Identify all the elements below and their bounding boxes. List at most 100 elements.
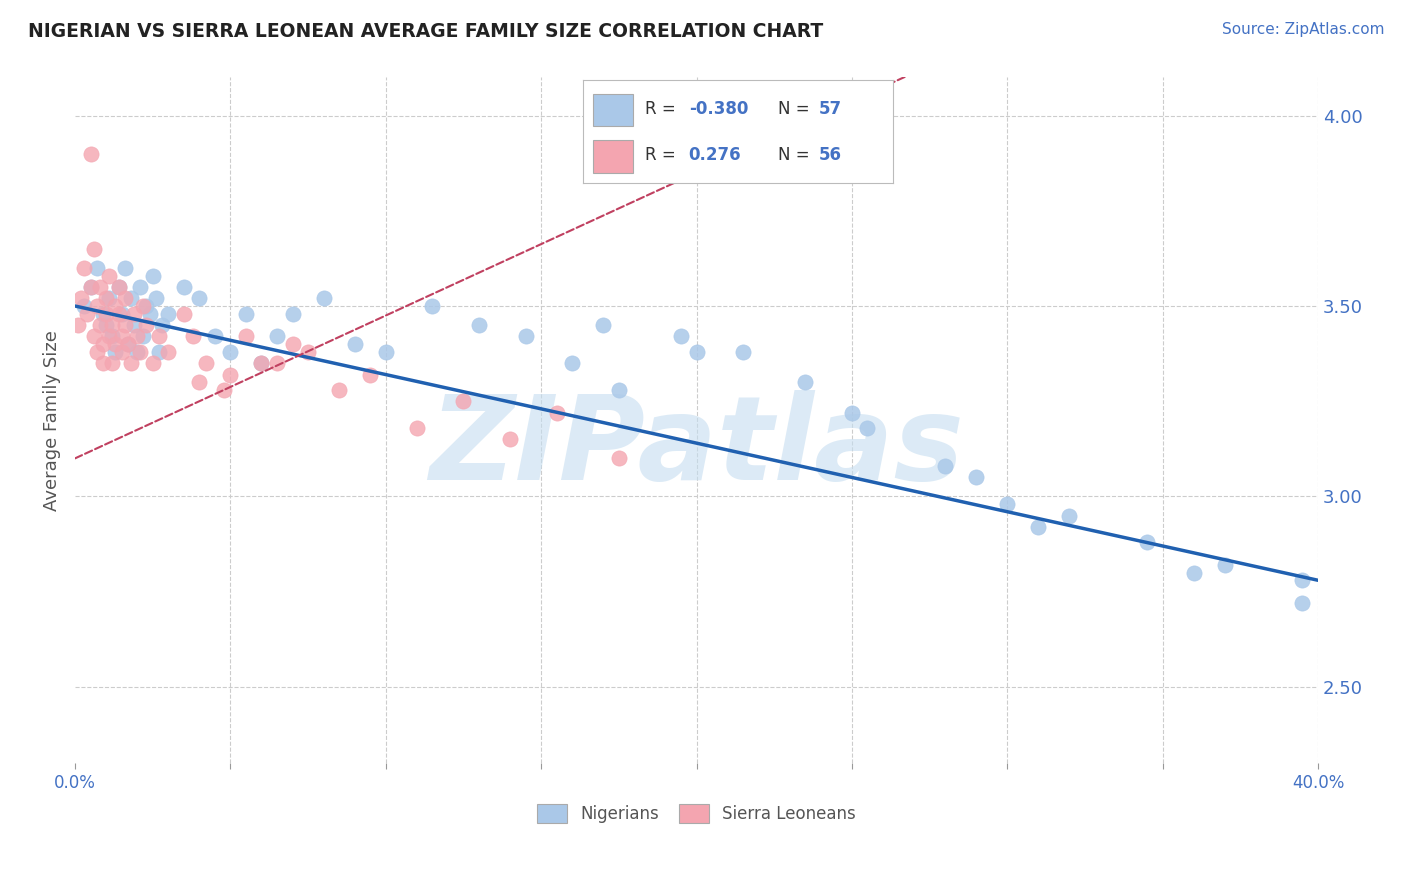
Point [359,368,381,382]
Point [79,146,101,161]
Point [405,421,427,435]
Point [83,329,105,343]
Point [1291,574,1313,588]
Point [120,356,142,370]
Point [453,394,475,409]
Point [343,337,366,351]
Point [76,307,98,321]
Point [266,329,288,343]
Point [127,344,149,359]
Point [1182,566,1205,580]
Point [83,242,105,256]
Point [250,356,273,370]
Point [132,329,155,343]
Point [104,299,127,313]
Point [312,292,335,306]
Y-axis label: Average Family Size: Average Family Size [44,330,60,511]
Point [297,344,319,359]
Point [235,329,257,343]
Point [468,318,491,332]
Point [91,307,114,321]
Point [204,329,226,343]
Text: 56: 56 [818,146,842,164]
Point [107,280,129,294]
Point [592,318,614,332]
Point [138,307,160,321]
Point [561,356,583,370]
Point [145,292,167,306]
Point [117,337,139,351]
Point [422,299,444,313]
Point [117,337,139,351]
Point [995,497,1018,511]
Point [1213,558,1236,572]
Point [127,329,149,343]
Point [129,280,152,294]
Point [98,329,121,343]
Point [135,318,157,332]
Point [98,292,121,306]
Point [111,344,134,359]
FancyBboxPatch shape [593,94,633,127]
Point [235,307,257,321]
Point [73,260,96,275]
Point [328,383,350,397]
Point [934,458,956,473]
Point [266,356,288,370]
Point [111,307,134,321]
Point [67,318,90,332]
Point [219,368,242,382]
Point [114,318,136,332]
Point [89,280,111,294]
Point [91,356,114,370]
Point [135,299,157,313]
Point [120,292,142,306]
Point [733,344,755,359]
Point [86,260,108,275]
Point [607,451,630,466]
Point [94,307,117,321]
Point [150,318,173,332]
Point [499,433,522,447]
Point [142,268,165,283]
Point [79,280,101,294]
Text: N =: N = [779,100,815,118]
Text: N =: N = [779,146,815,164]
Point [188,375,211,389]
Point [1059,508,1081,523]
Point [94,318,117,332]
Point [965,470,987,484]
Legend: Nigerians, Sierra Leoneans: Nigerians, Sierra Leoneans [537,804,856,823]
Point [104,337,127,351]
Point [98,268,121,283]
Point [1136,535,1159,549]
Point [101,356,124,370]
Point [70,292,93,306]
Point [515,329,537,343]
Point [114,292,136,306]
Text: R =: R = [645,100,682,118]
Point [173,307,195,321]
Point [669,329,692,343]
Point [546,406,568,420]
Point [129,344,152,359]
Point [94,292,117,306]
Point [281,337,304,351]
Point [794,375,817,389]
Point [188,292,211,306]
Point [856,421,879,435]
Point [157,307,180,321]
Point [114,260,136,275]
Point [181,329,204,343]
Point [91,337,114,351]
Point [157,344,180,359]
Point [281,307,304,321]
Point [173,280,195,294]
Point [101,329,124,343]
Point [107,280,129,294]
Point [374,344,396,359]
Text: 57: 57 [818,100,842,118]
Point [111,329,134,343]
Text: ZIPatlas: ZIPatlas [429,390,965,505]
Point [607,383,630,397]
